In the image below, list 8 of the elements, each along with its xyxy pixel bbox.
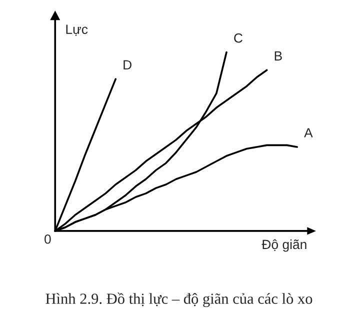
series-label: A xyxy=(304,128,313,138)
x-axis-title: Độ giãn xyxy=(262,239,306,252)
y-axis-title: Lực xyxy=(66,24,88,36)
text: Hình 2.9. Đồ thị lực – độ giãn của các lò xo xyxy=(46,292,312,308)
series-label: B xyxy=(274,51,282,60)
series-label: C xyxy=(234,33,242,43)
series-label: D xyxy=(124,60,132,70)
text: 0 xyxy=(44,234,51,244)
